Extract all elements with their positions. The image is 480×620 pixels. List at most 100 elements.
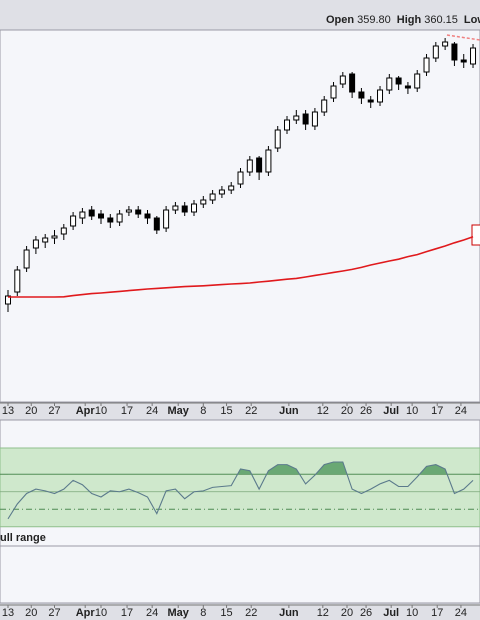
candle-body [302, 113, 309, 125]
candle-body [4, 295, 11, 305]
x-tick-label: 10 [406, 405, 418, 417]
candle-body [107, 217, 114, 223]
x-tick-label: Jul [383, 405, 399, 417]
candle-body [442, 41, 449, 47]
x-tick-label: 17 [121, 405, 133, 417]
candle-body [330, 85, 337, 99]
x-tick-label: 15 [220, 607, 232, 619]
candle-body [116, 213, 123, 223]
candle-body [404, 85, 411, 89]
candle-body [451, 43, 458, 61]
ohlc-value: 360.15 [424, 14, 458, 26]
x-tick-label: 20 [25, 607, 37, 619]
candle-body [200, 199, 207, 205]
x-tick-label: 15 [220, 405, 232, 417]
x-tick-label: Apr [76, 607, 96, 619]
candle-body [14, 269, 21, 293]
ohlc-value: 359.80 [357, 14, 391, 26]
x-tick-label: 27 [48, 405, 60, 417]
candle-body [237, 171, 244, 185]
candle-body [70, 215, 77, 227]
candle-body [293, 115, 300, 121]
candle-body [172, 205, 179, 211]
candle-body [181, 205, 188, 213]
ohlc-label: Open [326, 14, 354, 26]
indicator-band [0, 447, 480, 528]
candle-body [274, 129, 281, 149]
x-tick-label: 17 [431, 607, 443, 619]
moving-average [7, 236, 474, 298]
x-tick-label: 22 [245, 607, 257, 619]
x-tick-label: 20 [341, 607, 353, 619]
x-tick-label: 10 [95, 405, 107, 417]
x-tick-label: 10 [95, 607, 107, 619]
candle-body [339, 75, 346, 85]
candle-body [60, 227, 67, 235]
candle-body [432, 45, 439, 59]
x-tick-label: 24 [146, 405, 158, 417]
candle-body [349, 73, 356, 93]
x-tick-label: 8 [200, 607, 206, 619]
empty-panel [0, 545, 480, 604]
ohlc-label: Low [464, 14, 480, 26]
x-tick-label: May [167, 607, 189, 619]
candle-body [23, 249, 30, 269]
candle-body [284, 119, 291, 131]
candle-body [246, 159, 253, 173]
candle-body [98, 213, 105, 219]
annotation: ull range [0, 532, 46, 544]
candle-body [358, 91, 365, 99]
x-tick-label: 17 [121, 607, 133, 619]
candle-body [321, 99, 328, 113]
candle-body [386, 77, 393, 91]
x-tick-label: 27 [48, 607, 60, 619]
x-tick-label: 12 [317, 405, 329, 417]
candle-body [135, 209, 142, 215]
x-tick-label: 20 [25, 405, 37, 417]
x-tick-label: 24 [455, 607, 467, 619]
x-tick-label: 8 [200, 405, 206, 417]
x-tick-label: May [167, 405, 189, 417]
candle-body [153, 217, 160, 231]
candle-body [191, 203, 198, 213]
x-tick-label: 24 [146, 607, 158, 619]
candle-body [32, 239, 39, 249]
x-tick-label: Jun [279, 405, 299, 417]
candle-body [423, 57, 430, 73]
x-tick-label: Jun [279, 607, 299, 619]
candle-body [144, 213, 151, 219]
candle-body [256, 157, 263, 173]
overbought-fill [7, 462, 474, 475]
x-tick-label: 20 [341, 405, 353, 417]
candle-body [218, 189, 225, 195]
trend-line [446, 34, 480, 41]
candle-body [88, 209, 95, 217]
x-tick-label: 17 [431, 405, 443, 417]
ma-label-box [471, 224, 480, 246]
x-tick-label: 26 [360, 607, 372, 619]
candle-body [470, 47, 477, 65]
x-tick-label: 13 [2, 405, 14, 417]
candle-body [460, 59, 467, 63]
candle-body [377, 89, 384, 103]
candle-body [265, 149, 272, 173]
candle-body [228, 185, 235, 191]
indicator-line [7, 461, 474, 520]
candle-body [163, 209, 170, 229]
candle-body [42, 237, 49, 243]
candle-body [311, 111, 318, 127]
x-tick-label: 10 [406, 607, 418, 619]
x-tick-label: 26 [360, 405, 372, 417]
x-tick-label: Apr [76, 405, 96, 417]
candle-body [414, 73, 421, 89]
candle-body [125, 209, 132, 213]
x-tick-label: 13 [2, 607, 14, 619]
ohlc-label: High [397, 14, 422, 26]
x-tick-label: 12 [317, 607, 329, 619]
x-tick-label: 24 [455, 405, 467, 417]
x-tick-label: Jul [383, 607, 399, 619]
